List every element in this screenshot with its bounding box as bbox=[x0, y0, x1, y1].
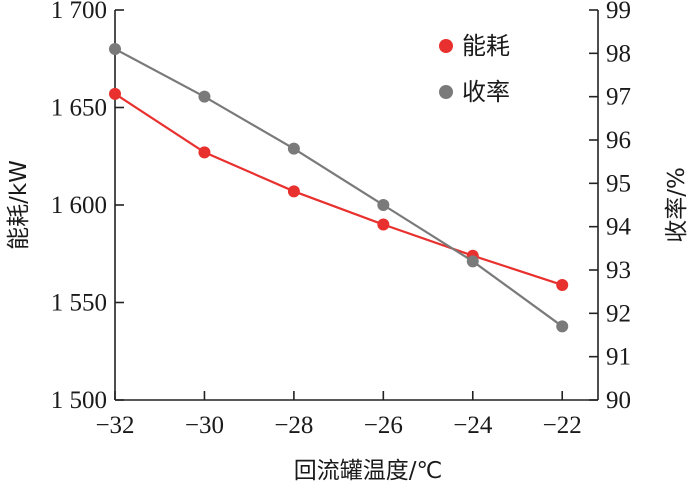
right-y-tick-label: 94 bbox=[606, 214, 632, 241]
right-y-tick-label: 97 bbox=[606, 84, 631, 111]
x-axis-title: 回流罐温度/℃ bbox=[294, 458, 443, 484]
right-y-ticks: 90 91 92 93 94 95 96 97 98 99 bbox=[589, 0, 632, 414]
series-point bbox=[287, 142, 300, 155]
series-point bbox=[287, 185, 300, 198]
left-y-tick-label: 1 550 bbox=[51, 290, 107, 317]
series-point bbox=[198, 90, 211, 103]
series-point bbox=[377, 199, 390, 211]
right-y-tick-label: 99 bbox=[606, 0, 631, 24]
left-y-ticks: 1 500 1 550 1 600 1 650 1 700 bbox=[51, 0, 124, 414]
x-tick-label: −28 bbox=[274, 412, 313, 439]
x-tick-label: −24 bbox=[453, 412, 493, 439]
axes bbox=[114, 10, 599, 401]
right-y-tick-label: 92 bbox=[606, 300, 631, 327]
legend-label: 能耗 bbox=[462, 32, 510, 60]
right-y-tick-label: 98 bbox=[606, 40, 631, 67]
right-y-tick-label: 95 bbox=[606, 170, 631, 197]
series-point bbox=[466, 255, 479, 268]
left-y-tick-label: 1 600 bbox=[51, 192, 107, 219]
left-y-tick-label: 1 500 bbox=[51, 387, 107, 414]
legend-label: 收率 bbox=[462, 78, 510, 106]
series-point bbox=[198, 146, 211, 159]
x-tick-label: −22 bbox=[543, 412, 582, 439]
x-tick-label: −30 bbox=[185, 412, 224, 439]
series-layer bbox=[109, 43, 569, 333]
series-point bbox=[556, 320, 569, 333]
left-axis-title: 能耗/kW bbox=[6, 160, 32, 250]
right-y-tick-label: 91 bbox=[606, 344, 631, 371]
right-y-tick-label: 96 bbox=[606, 127, 631, 154]
x-tick-label: −26 bbox=[364, 412, 403, 439]
series-line bbox=[114, 48, 563, 328]
series-line bbox=[114, 92, 563, 286]
series-point bbox=[556, 278, 569, 291]
series-point bbox=[109, 43, 121, 55]
right-y-tick-label: 90 bbox=[606, 387, 631, 414]
x-tick-label: −32 bbox=[95, 412, 134, 439]
left-y-tick-label: 1 700 bbox=[51, 0, 107, 24]
series-2 bbox=[109, 43, 569, 333]
series-1 bbox=[109, 87, 569, 291]
legend-marker bbox=[439, 85, 453, 99]
x-ticks: −32 −30 −28 −26 −24 −22 bbox=[95, 391, 582, 439]
legend-marker bbox=[439, 39, 453, 53]
right-y-tick-label: 93 bbox=[606, 257, 631, 284]
right-axis-title: 收率/% bbox=[664, 167, 690, 243]
series-point bbox=[377, 218, 390, 231]
series-point bbox=[109, 87, 121, 100]
left-y-tick-label: 1 650 bbox=[51, 95, 107, 122]
